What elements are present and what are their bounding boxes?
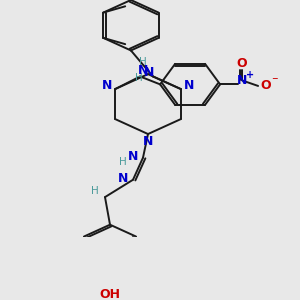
Text: H: H bbox=[135, 73, 143, 83]
Text: H: H bbox=[119, 158, 127, 167]
Text: H: H bbox=[91, 186, 99, 196]
Text: +: + bbox=[246, 70, 254, 80]
Text: N: N bbox=[138, 64, 148, 77]
Text: ⁻: ⁻ bbox=[271, 76, 278, 88]
Text: N: N bbox=[237, 74, 247, 87]
Text: N: N bbox=[102, 79, 112, 92]
Text: O: O bbox=[261, 80, 272, 92]
Text: N: N bbox=[128, 150, 138, 163]
Text: N: N bbox=[184, 79, 194, 92]
Text: H: H bbox=[139, 57, 147, 67]
Text: N: N bbox=[143, 135, 153, 148]
Text: N: N bbox=[118, 172, 128, 185]
Text: OH: OH bbox=[100, 288, 121, 300]
Text: O: O bbox=[237, 57, 248, 70]
Text: N: N bbox=[144, 66, 154, 79]
